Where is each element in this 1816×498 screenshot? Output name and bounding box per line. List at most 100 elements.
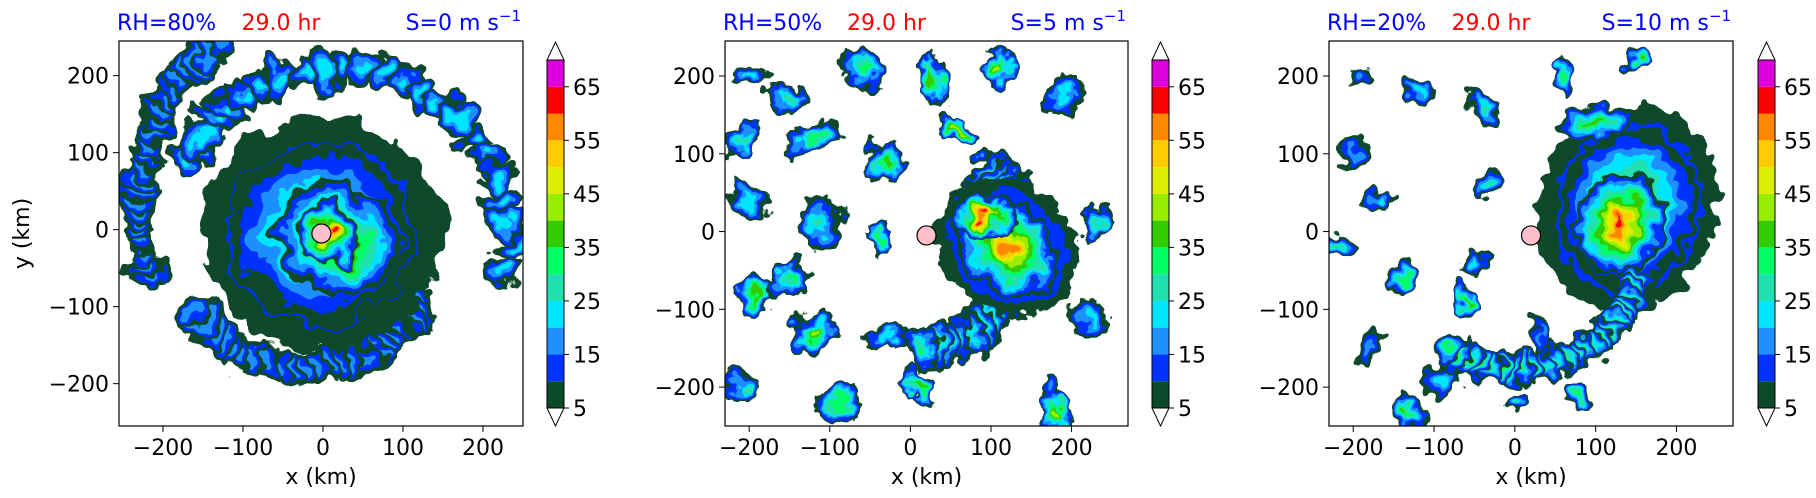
contour-level: [1633, 57, 1639, 64]
colorbar-tick-label: 35: [1784, 236, 1812, 261]
title-time: 29.0 hr: [1452, 11, 1532, 36]
y-tick-label: 200: [1277, 65, 1319, 90]
colorbar-extend-high: [1757, 40, 1776, 61]
colorbar-tick-label: 55: [573, 129, 601, 154]
colorbar-tick-label: 55: [1178, 129, 1206, 154]
colorbar-segment: [1758, 140, 1775, 168]
y-tick-label: −200: [655, 376, 715, 401]
contour-level: [1080, 310, 1095, 324]
contour-level: [184, 149, 198, 161]
contour-level: [1510, 400, 1519, 406]
contour-level: [194, 132, 208, 145]
y-tick-label: 0: [701, 221, 715, 246]
contour-level: [1588, 118, 1604, 127]
y-tick-label: −100: [1259, 298, 1319, 323]
panel-1: −200 −100 0 100 200 200 100 0 −100 −200 x (km) y (k…: [10, 7, 601, 490]
title-rh: RH=50%: [723, 11, 822, 36]
x-tick-label: 200: [1655, 436, 1697, 461]
contour-level: [1056, 87, 1071, 103]
colorbar-segment: [1758, 300, 1775, 328]
colorbar-segment: [547, 300, 564, 328]
colorbar-segment: [547, 140, 564, 168]
contour-level: [735, 382, 747, 392]
x-tick-label: 200: [462, 436, 504, 461]
y-tick-label: −100: [49, 296, 109, 321]
x-tick-label: −200: [1323, 436, 1383, 461]
title-shear-text: S=0 m s: [406, 11, 499, 36]
colorbar-extend-high: [546, 40, 565, 61]
contour-level: [783, 273, 796, 283]
storm-center-marker: [916, 225, 937, 246]
contour-level: [882, 157, 890, 166]
colorbar-tick-label: 25: [1784, 290, 1812, 315]
colorbar-segment: [1152, 354, 1169, 382]
colorbar-tick-label: 15: [573, 343, 601, 368]
contour-level: [452, 114, 465, 127]
contour-level: [466, 131, 480, 144]
contour-level: [875, 234, 882, 244]
contour-level: [999, 240, 1015, 254]
contour-level: [220, 101, 233, 115]
contour-level: [254, 78, 266, 93]
colorbar-segment: [1152, 220, 1169, 248]
contour-level: [954, 127, 963, 134]
contour-level: [1435, 372, 1450, 386]
title-rh: RH=80%: [117, 11, 216, 36]
title-time: 29.0 hr: [847, 11, 927, 36]
contour-level: [1406, 406, 1414, 415]
axes-frame: [118, 40, 524, 427]
colorbar-segment: [547, 274, 564, 301]
x-axis-label: x (km): [285, 465, 356, 490]
colorbar-segment: [547, 220, 564, 248]
storm-center-marker: [1520, 225, 1542, 246]
colorbar-tick-label: 65: [1178, 76, 1206, 101]
contour-level: [377, 67, 389, 82]
contour-level: [1398, 274, 1406, 282]
colorbar-segment: [1152, 86, 1169, 114]
contour-level: [783, 94, 796, 105]
colorbar-segment: [1758, 60, 1775, 87]
x-tick-label: −200: [133, 436, 193, 461]
y-tick-label: −200: [1259, 376, 1319, 401]
x-tick-label: −100: [213, 436, 273, 461]
colorbar-tick-label: 65: [573, 76, 601, 101]
title-shear: S=0 m s−1: [406, 7, 521, 36]
y-tick-label: 0: [95, 219, 109, 244]
title-shear-text: S=5 m s: [1011, 11, 1104, 36]
storm-center-marker: [311, 223, 332, 244]
contour-level: [1345, 146, 1361, 161]
contour-level: [293, 63, 304, 79]
y-tick-label: 100: [673, 143, 715, 168]
colorbar-tick-label: 25: [1178, 290, 1206, 315]
contour-level: [1412, 86, 1424, 97]
contour-level: [206, 116, 219, 129]
title-shear-exponent: −1: [1104, 7, 1126, 25]
x-tick-label: 100: [970, 436, 1012, 461]
colorbar-segment: [1152, 140, 1169, 168]
contour-level: [1486, 180, 1496, 190]
contour-level: [1330, 243, 1344, 252]
contour-level: [314, 60, 325, 75]
colorbar-segment: [1152, 113, 1169, 141]
contour-level: [1052, 404, 1059, 416]
contour-level: [1477, 101, 1488, 113]
title-shear: S=5 m s−1: [1011, 7, 1126, 36]
title-shear-exponent: −1: [499, 7, 521, 25]
colorbar-tick-label: 35: [573, 236, 601, 261]
colorbar-segment: [1152, 300, 1169, 328]
contour-level: [735, 132, 748, 144]
contour-level: [1444, 345, 1452, 354]
colorbar-segment: [1758, 381, 1775, 408]
contour-level: [1091, 218, 1101, 230]
contour-level: [1534, 322, 1544, 343]
colorbar-tick-label: 5: [1784, 397, 1798, 422]
panel-2: −200 −100 0 100 200 200 100 0 −100 −200 x (km) RH=5…: [655, 7, 1206, 490]
colorbar-segment: [547, 354, 564, 382]
y-tick-label: −100: [655, 298, 715, 323]
y-tick-label: 200: [673, 65, 715, 90]
contour-level: [1355, 72, 1368, 80]
contour-level: [1561, 70, 1566, 82]
title-shear-text: S=10 m s: [1602, 11, 1709, 36]
colorbar-tick-label: 35: [1178, 236, 1206, 261]
title-shear-exponent: −1: [1709, 7, 1731, 25]
